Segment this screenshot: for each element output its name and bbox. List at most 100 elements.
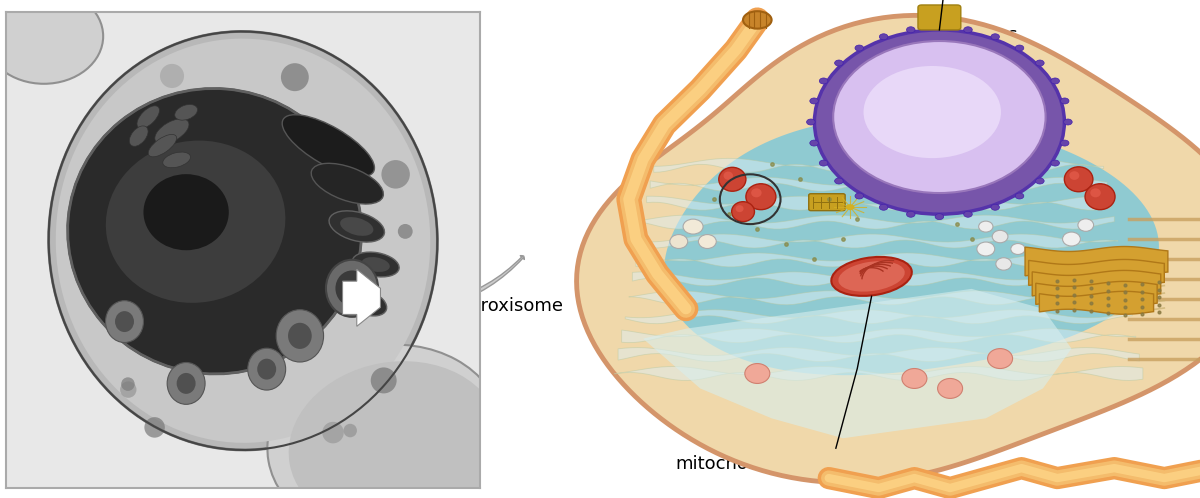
Polygon shape <box>654 158 1104 172</box>
Polygon shape <box>643 215 1115 229</box>
Ellipse shape <box>1062 232 1080 246</box>
Text: nucleus: nucleus <box>948 26 1018 44</box>
Ellipse shape <box>820 160 828 166</box>
Ellipse shape <box>846 204 854 210</box>
Ellipse shape <box>820 78 828 84</box>
Ellipse shape <box>329 211 384 242</box>
Ellipse shape <box>996 258 1012 270</box>
FancyBboxPatch shape <box>809 194 845 211</box>
Ellipse shape <box>806 119 815 125</box>
Ellipse shape <box>964 27 972 33</box>
Ellipse shape <box>810 98 818 104</box>
Ellipse shape <box>346 289 386 316</box>
Ellipse shape <box>144 417 164 438</box>
Ellipse shape <box>854 193 864 199</box>
Ellipse shape <box>55 39 431 443</box>
Ellipse shape <box>1051 78 1060 84</box>
Polygon shape <box>622 329 1135 343</box>
Ellipse shape <box>288 323 312 349</box>
Ellipse shape <box>1036 60 1044 66</box>
Ellipse shape <box>289 361 500 498</box>
Text: mitochondrion: mitochondrion <box>676 455 805 473</box>
Ellipse shape <box>1015 45 1024 51</box>
Ellipse shape <box>167 363 205 404</box>
Ellipse shape <box>1010 244 1025 254</box>
Ellipse shape <box>988 349 1013 369</box>
Ellipse shape <box>120 381 137 398</box>
Text: peroxisome: peroxisome <box>458 297 564 315</box>
Ellipse shape <box>1061 140 1069 146</box>
Ellipse shape <box>835 178 844 184</box>
Ellipse shape <box>743 11 772 28</box>
Ellipse shape <box>992 230 1008 243</box>
Polygon shape <box>647 196 1111 210</box>
Polygon shape <box>576 15 1200 483</box>
Ellipse shape <box>698 235 716 249</box>
Ellipse shape <box>732 202 755 222</box>
Ellipse shape <box>155 119 188 144</box>
Polygon shape <box>632 272 1126 286</box>
Polygon shape <box>650 177 1108 191</box>
Ellipse shape <box>130 126 148 146</box>
Ellipse shape <box>398 224 413 239</box>
Polygon shape <box>614 367 1142 380</box>
Ellipse shape <box>1061 98 1069 104</box>
Ellipse shape <box>137 106 160 128</box>
Ellipse shape <box>810 140 818 146</box>
Ellipse shape <box>49 31 437 450</box>
Ellipse shape <box>106 140 286 303</box>
Ellipse shape <box>0 0 103 84</box>
Ellipse shape <box>736 205 744 212</box>
Ellipse shape <box>746 184 776 210</box>
Ellipse shape <box>121 377 134 391</box>
Polygon shape <box>1028 259 1164 286</box>
Ellipse shape <box>175 105 198 120</box>
Ellipse shape <box>323 422 343 443</box>
Ellipse shape <box>1085 184 1115 210</box>
Ellipse shape <box>1051 160 1060 166</box>
Ellipse shape <box>902 369 926 388</box>
Ellipse shape <box>257 359 276 379</box>
Ellipse shape <box>835 60 844 66</box>
FancyBboxPatch shape <box>918 5 961 30</box>
Ellipse shape <box>937 378 962 398</box>
Ellipse shape <box>115 311 134 332</box>
Polygon shape <box>1032 270 1160 297</box>
Ellipse shape <box>336 270 368 306</box>
Ellipse shape <box>160 64 184 88</box>
Polygon shape <box>1036 281 1157 306</box>
Ellipse shape <box>880 204 888 210</box>
Ellipse shape <box>906 27 916 33</box>
Ellipse shape <box>361 257 390 272</box>
Polygon shape <box>625 310 1132 324</box>
Ellipse shape <box>371 368 397 393</box>
Ellipse shape <box>382 160 410 189</box>
Polygon shape <box>1025 247 1168 276</box>
Ellipse shape <box>751 188 762 197</box>
Ellipse shape <box>340 217 373 236</box>
Polygon shape <box>342 269 380 326</box>
Ellipse shape <box>839 261 905 292</box>
Polygon shape <box>664 117 1159 375</box>
Ellipse shape <box>1036 178 1044 184</box>
Ellipse shape <box>1078 219 1093 231</box>
Ellipse shape <box>144 174 229 250</box>
Ellipse shape <box>864 66 1001 158</box>
Ellipse shape <box>964 211 972 217</box>
Ellipse shape <box>326 260 378 317</box>
Ellipse shape <box>1091 188 1100 197</box>
Ellipse shape <box>311 163 383 204</box>
Ellipse shape <box>282 115 374 176</box>
Ellipse shape <box>832 257 912 296</box>
Ellipse shape <box>991 204 1000 210</box>
Ellipse shape <box>176 373 196 394</box>
Ellipse shape <box>880 34 888 40</box>
Ellipse shape <box>979 221 992 232</box>
Ellipse shape <box>935 214 943 220</box>
Ellipse shape <box>343 424 356 437</box>
Ellipse shape <box>833 41 1045 193</box>
Ellipse shape <box>670 235 688 249</box>
Ellipse shape <box>1069 171 1079 180</box>
Ellipse shape <box>906 211 916 217</box>
Ellipse shape <box>276 310 324 362</box>
